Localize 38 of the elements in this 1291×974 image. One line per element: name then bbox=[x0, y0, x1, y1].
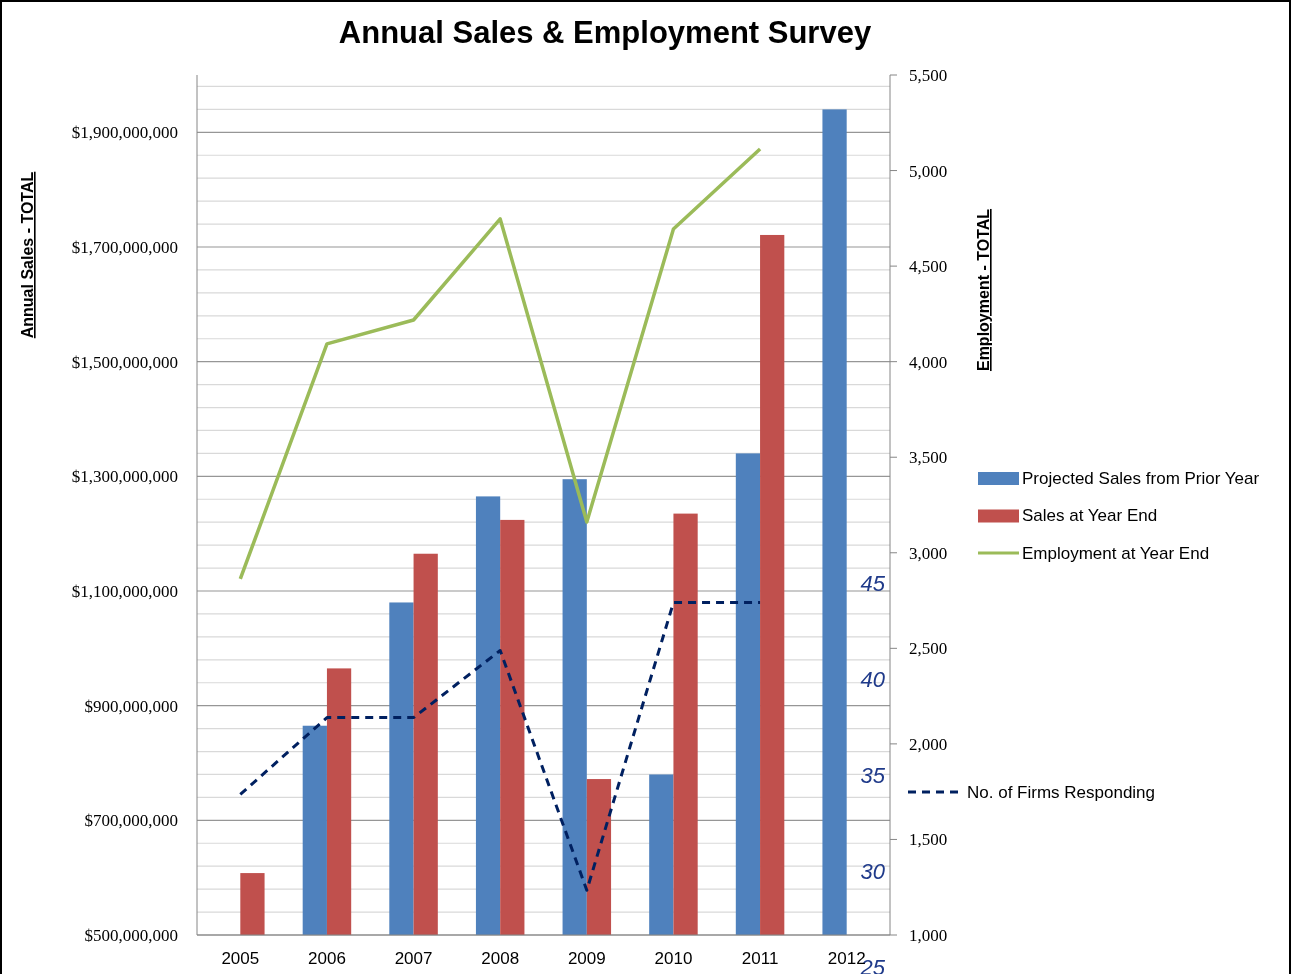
y-tick-label: $1,100,000,000 bbox=[71, 581, 178, 601]
y2-axis-title: Employment - TOTAL bbox=[975, 208, 992, 372]
legend-label: Projected Sales from Prior Year bbox=[1022, 468, 1260, 488]
y3-tick-label: 40 bbox=[860, 666, 886, 692]
y3-tick-label: 35 bbox=[860, 762, 886, 788]
x-tick-label: 2006 bbox=[308, 949, 346, 968]
y-tick-label: $700,000,000 bbox=[84, 811, 178, 831]
y2-tick-label: 4,500 bbox=[909, 257, 948, 277]
y2-tick-label: 5,500 bbox=[909, 65, 948, 85]
y-tick-label: $1,500,000,000 bbox=[71, 352, 178, 372]
chart-title: Annual Sales & Employment Survey bbox=[338, 15, 872, 50]
x-tick-label: 2011 bbox=[741, 949, 779, 968]
x-tick-label: 2010 bbox=[654, 949, 693, 968]
y3-tick-label: 30 bbox=[860, 858, 886, 884]
x-tick-label: 2009 bbox=[567, 949, 606, 968]
y-axis-title: Annual Sales - TOTAL bbox=[19, 171, 36, 339]
line-series bbox=[238, 601, 762, 892]
x-tick-label: 2007 bbox=[394, 949, 433, 968]
line-series bbox=[238, 147, 762, 581]
legend-label: Sales at Year End bbox=[1022, 506, 1158, 526]
y-tick-label: $1,300,000,000 bbox=[71, 467, 178, 487]
y-tick-label: $500,000,000 bbox=[84, 925, 178, 945]
x-tick-label: 2008 bbox=[481, 949, 520, 968]
y2-tick-label: 3,000 bbox=[909, 543, 948, 563]
y2-tick-label: 2,500 bbox=[909, 639, 948, 659]
y3-tick-label: 45 bbox=[860, 571, 886, 597]
y2-tick-label: 2,000 bbox=[909, 734, 948, 754]
y2-tick-label: 1,000 bbox=[909, 925, 948, 945]
y-tick-label: $1,900,000,000 bbox=[71, 123, 178, 143]
legend-label: No. of Firms Responding bbox=[967, 782, 1156, 802]
y2-tick-label: 3,500 bbox=[909, 448, 948, 468]
y2-tick-label: 1,500 bbox=[909, 830, 948, 850]
legend-label: Employment at Year End bbox=[1022, 543, 1210, 563]
y2-tick-label: 5,000 bbox=[909, 161, 948, 181]
y-tick-label: $900,000,000 bbox=[84, 696, 178, 716]
y2-tick-label: 4,000 bbox=[909, 352, 948, 372]
y-tick-label: $1,700,000,000 bbox=[71, 237, 178, 257]
x-tick-label: 2005 bbox=[221, 949, 260, 968]
